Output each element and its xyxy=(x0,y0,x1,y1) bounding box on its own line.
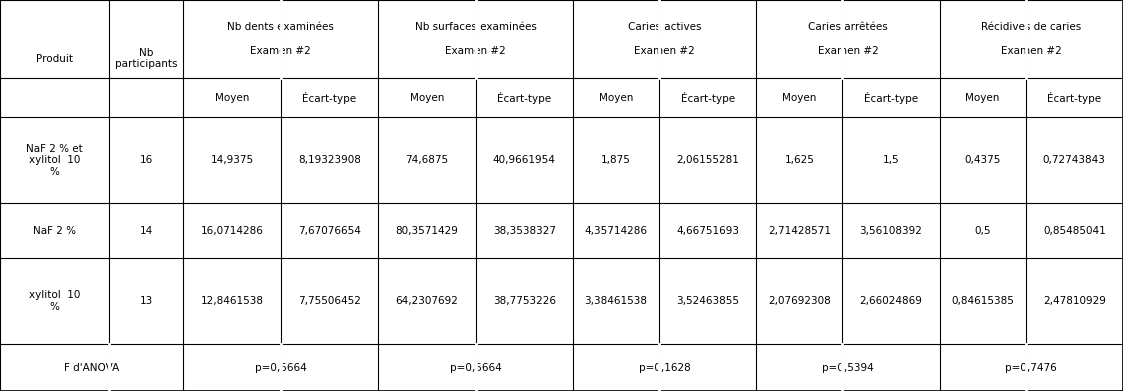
Text: Écart-type: Écart-type xyxy=(1048,92,1102,104)
Text: 3,56108392: 3,56108392 xyxy=(859,226,922,236)
Text: p=0,5664: p=0,5664 xyxy=(449,362,502,373)
Text: Écart-type: Écart-type xyxy=(681,92,734,104)
Text: 0,72743843: 0,72743843 xyxy=(1043,155,1106,165)
Text: Moyen: Moyen xyxy=(599,93,633,103)
Text: Moyen: Moyen xyxy=(214,93,249,103)
Text: Écart-type: Écart-type xyxy=(497,92,551,104)
Text: 2,47810929: 2,47810929 xyxy=(1043,296,1106,306)
Text: Écart-type: Écart-type xyxy=(864,92,917,104)
Text: 0,4375: 0,4375 xyxy=(965,155,1001,165)
Text: p=0,5664: p=0,5664 xyxy=(255,362,307,373)
Text: xylitol  10
%: xylitol 10 % xyxy=(29,290,80,312)
Text: 40,9661954: 40,9661954 xyxy=(493,155,556,165)
Text: Récidives de caries

Examen #2: Récidives de caries Examen #2 xyxy=(982,23,1081,56)
Text: 14: 14 xyxy=(139,226,153,236)
Text: F d'ANOVA: F d'ANOVA xyxy=(64,362,119,373)
Text: 4,35714286: 4,35714286 xyxy=(584,226,648,236)
Text: Écart-type: Écart-type xyxy=(302,92,356,104)
Text: 38,3538327: 38,3538327 xyxy=(493,226,556,236)
Text: 14,9375: 14,9375 xyxy=(210,155,254,165)
Text: Nb surfaces examinées

Examen #2: Nb surfaces examinées Examen #2 xyxy=(414,23,537,56)
Text: Moyen: Moyen xyxy=(410,93,444,103)
Text: 3,52463855: 3,52463855 xyxy=(676,296,739,306)
Text: 38,7753226: 38,7753226 xyxy=(493,296,556,306)
Text: 1,5: 1,5 xyxy=(883,155,900,165)
Text: NaF 2 % et
xylitol  10
%: NaF 2 % et xylitol 10 % xyxy=(26,144,83,177)
Text: 16: 16 xyxy=(139,155,153,165)
Text: p=0,5394: p=0,5394 xyxy=(822,362,874,373)
Text: 2,71428571: 2,71428571 xyxy=(768,226,831,236)
Text: p=0,1628: p=0,1628 xyxy=(639,362,691,373)
Text: 12,8461538: 12,8461538 xyxy=(201,296,264,306)
Text: 1,875: 1,875 xyxy=(601,155,631,165)
Text: 7,75506452: 7,75506452 xyxy=(298,296,360,306)
Text: 64,2307692: 64,2307692 xyxy=(395,296,458,306)
Text: Moyen: Moyen xyxy=(782,93,816,103)
Text: Nb
participants: Nb participants xyxy=(115,48,177,70)
Text: 0,5: 0,5 xyxy=(975,226,990,236)
Text: 2,07692308: 2,07692308 xyxy=(768,296,831,306)
Text: 2,66024869: 2,66024869 xyxy=(859,296,922,306)
Text: 7,67076654: 7,67076654 xyxy=(298,226,360,236)
Text: 0,84615385: 0,84615385 xyxy=(951,296,1014,306)
Text: Moyen: Moyen xyxy=(966,93,999,103)
Text: 4,66751693: 4,66751693 xyxy=(676,226,739,236)
Text: 3,38461538: 3,38461538 xyxy=(584,296,648,306)
Text: 0,85485041: 0,85485041 xyxy=(1043,226,1106,236)
Text: 13: 13 xyxy=(139,296,153,306)
Text: 80,3571429: 80,3571429 xyxy=(395,226,458,236)
Text: p=0,7476: p=0,7476 xyxy=(1005,362,1057,373)
Text: NaF 2 %: NaF 2 % xyxy=(33,226,76,236)
Text: Caries arrêtées

Examen #2: Caries arrêtées Examen #2 xyxy=(809,23,888,56)
Text: 16,0714286: 16,0714286 xyxy=(201,226,264,236)
Text: Caries actives

Examen #2: Caries actives Examen #2 xyxy=(628,23,702,56)
Text: Nb dents examinées

Examen #2: Nb dents examinées Examen #2 xyxy=(227,23,335,56)
Text: 2,06155281: 2,06155281 xyxy=(676,155,739,165)
Text: 8,19323908: 8,19323908 xyxy=(298,155,360,165)
Text: 74,6875: 74,6875 xyxy=(405,155,448,165)
Text: 1,625: 1,625 xyxy=(784,155,814,165)
Text: Produit: Produit xyxy=(36,54,73,64)
